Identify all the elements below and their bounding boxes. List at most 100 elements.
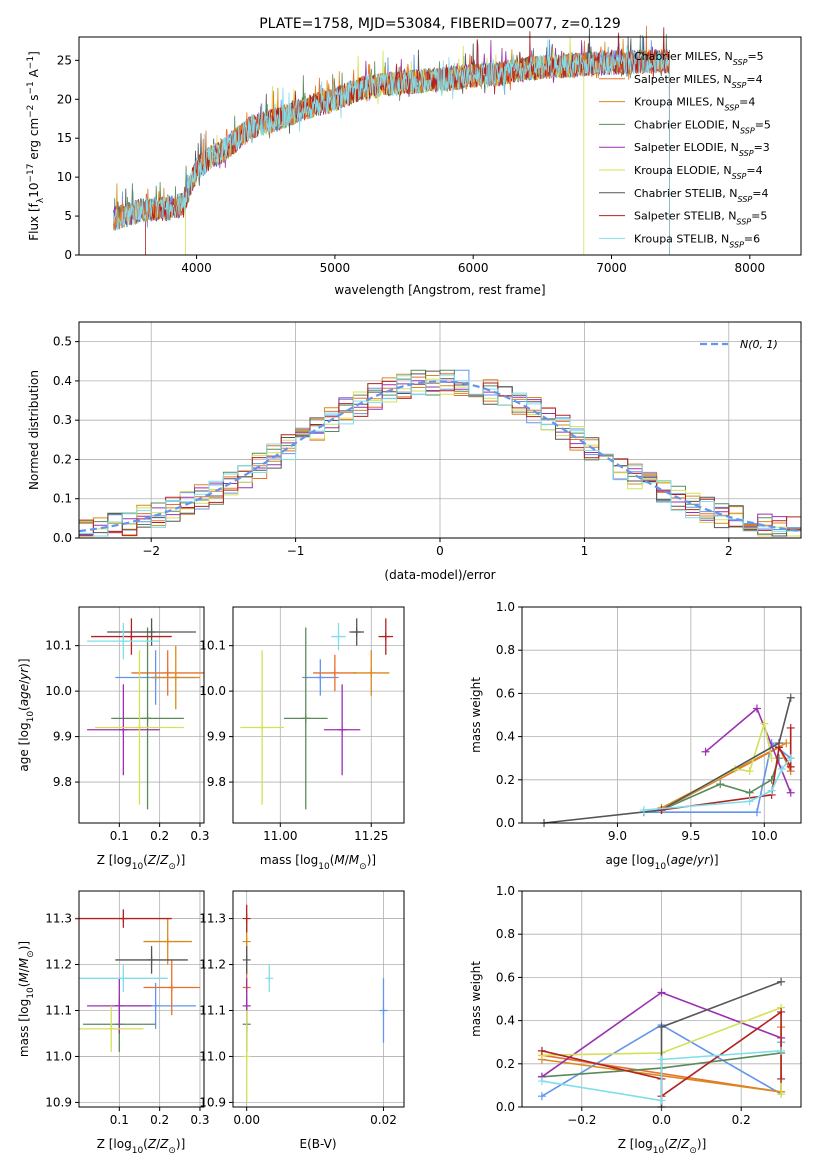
y-tick-label: 10 [57,170,72,184]
legend-entry: Kroupa MILES, NSSP=4 [634,96,755,113]
y-tick-label: 0.3 [53,413,72,427]
histogram-step-series [79,374,801,537]
x-tick-label: 0.02 [370,1113,397,1127]
axes-frame [78,890,205,1108]
spectrum-series-line [113,39,670,255]
mass-weight-series-line [541,1050,782,1102]
y-tick-label: 0.6 [496,970,515,984]
legend-entry: Chabrier MILES, NSSP=5 [634,50,764,67]
mass-vs-metallicity-panel: 0.1 0.2 0.3 10.9 11.0 11.1 11.2 11.3 Z [log10(Z/… [17,890,210,1156]
data-point-marker [537,1092,546,1101]
y-tick-label: 0.2 [53,452,72,466]
age-vs-metallicity-panel: 0.1 0.2 0.3 9.8 9.9 10.0 10.1 Z [log10(Z/Z⊙)] ag… [17,606,210,872]
x-tick-label: 0.00 [233,1113,260,1127]
data-point-marker [127,632,136,641]
y-tick-label: 10.1 [45,639,72,653]
data-point-marker [786,693,795,702]
data-point-marker [777,977,786,986]
data-point-marker [367,668,376,677]
data-point-marker [786,788,795,797]
data-point-marker [147,628,156,637]
data-point-marker [242,1001,251,1010]
data-point-marker [167,983,176,992]
data-point-marker [119,974,128,983]
data-point-marker [786,723,795,732]
y-tick-label: 10.0 [199,684,226,698]
y-tick-label: 11.0 [199,1049,226,1063]
data-point-marker [752,808,761,817]
x-tick-label: 10.0 [751,829,778,843]
data-point-marker [701,747,710,756]
data-point-marker [657,1055,666,1064]
y-tick-label: 0 [64,248,72,262]
data-point-marker [537,1046,546,1055]
data-point-marker [334,632,343,641]
x-tick-label: 0.2 [150,1113,169,1127]
data-point-marker [242,955,251,964]
y-tick-label: 0.2 [496,773,515,787]
y-tick-label: 0.0 [53,531,72,545]
data-point-marker [767,786,776,795]
x-tick-label: 7000 [596,261,627,275]
residual-histogram-panel: −2 −1 0 1 2 0.0 0.1 0.2 0.3 0.4 0.5 (data-model)/er… [27,321,802,582]
y-tick-label: 0.2 [496,1057,515,1071]
x-tick-label: 6000 [458,261,489,275]
data-point-marker [381,632,390,641]
axis-label: Z [log10(Z/Z⊙)] [97,853,186,872]
y-tick-label: 1.0 [496,600,515,614]
y-tick-label: 1.0 [496,884,515,898]
data-point-marker [774,743,783,752]
y-tick-label: 0.8 [496,643,515,657]
data-point-marker [777,1046,786,1055]
data-point-marker [119,914,128,923]
x-tick-label: 2 [725,544,733,558]
data-point-marker [639,806,648,815]
y-tick-label: 9.8 [53,775,72,789]
x-tick-label: 9.0 [608,829,627,843]
data-point-marker [119,637,128,646]
histogram-step-series [79,380,801,537]
normal-distribution-curve [78,380,802,533]
y-axis-label: Flux [fλ10−17 erg cm−2 s−1 A−1] [26,51,46,241]
data-point-marker [135,723,144,732]
legend-entry: Salpeter MILES, NSSP=4 [634,73,763,90]
y-tick-label: 11.3 [45,912,72,926]
y-tick-label: 11.2 [45,958,72,972]
x-tick-label: 4000 [181,261,212,275]
axis-label: age [log10(age/yr)] [17,658,36,771]
chart-title: PLATE=1758, MJD=53084, FIBERID=0077, z=0… [259,16,621,32]
data-point-marker [716,780,725,789]
legend-entry: Kroupa ELODIE, NSSP=4 [634,164,763,181]
x-tick-label: −1 [287,544,305,558]
data-point-marker [379,1006,388,1015]
axis-label: Z [log10(Z/Z⊙)] [618,1137,707,1156]
y-tick-label: 0.4 [53,374,72,388]
y-tick-label: 0.4 [496,1014,515,1028]
axes-frame [232,606,405,824]
legend-entry: Chabrier STELIB, NSSP=4 [634,187,768,204]
x-tick-label: 9.5 [681,829,700,843]
data-point-marker [151,1001,160,1010]
x-tick-label: 11.25 [354,829,388,843]
y-tick-label: 0.5 [53,335,72,349]
axis-label: mass [log10(M/M⊙)] [17,941,36,1057]
data-point-marker [163,937,172,946]
y-tick-label: 0.6 [496,686,515,700]
y-tick-label: 9.9 [53,730,72,744]
y-tick-label: 10.1 [199,639,226,653]
data-point-marker [657,1023,666,1032]
data-point-marker [330,668,339,677]
axis-label: Z [log10(Z/Z⊙)] [97,1137,186,1156]
x-tick-label: 0.2 [732,1113,751,1127]
x-tick-label: 0.2 [150,829,169,843]
data-point-marker [316,673,325,682]
histogram-step-series [79,378,801,537]
data-point-marker [760,719,769,728]
data-point-marker [777,1074,786,1083]
axis-label: age [log10(age/yr)] [605,853,718,872]
spectrum-panel: 4000 5000 6000 7000 8000 0 5 10 15 20 25 PLATE=1758… [26,16,802,297]
y-tick-label: 9.8 [207,775,226,789]
age-vs-mass-panel: 11.00 11.25 9.8 9.9 10.0 10.1 mass [log10(M/M⊙… [199,606,405,872]
y-axis-label: mass weight [469,677,483,753]
x-axis-label: (data-model)/error [384,568,495,582]
